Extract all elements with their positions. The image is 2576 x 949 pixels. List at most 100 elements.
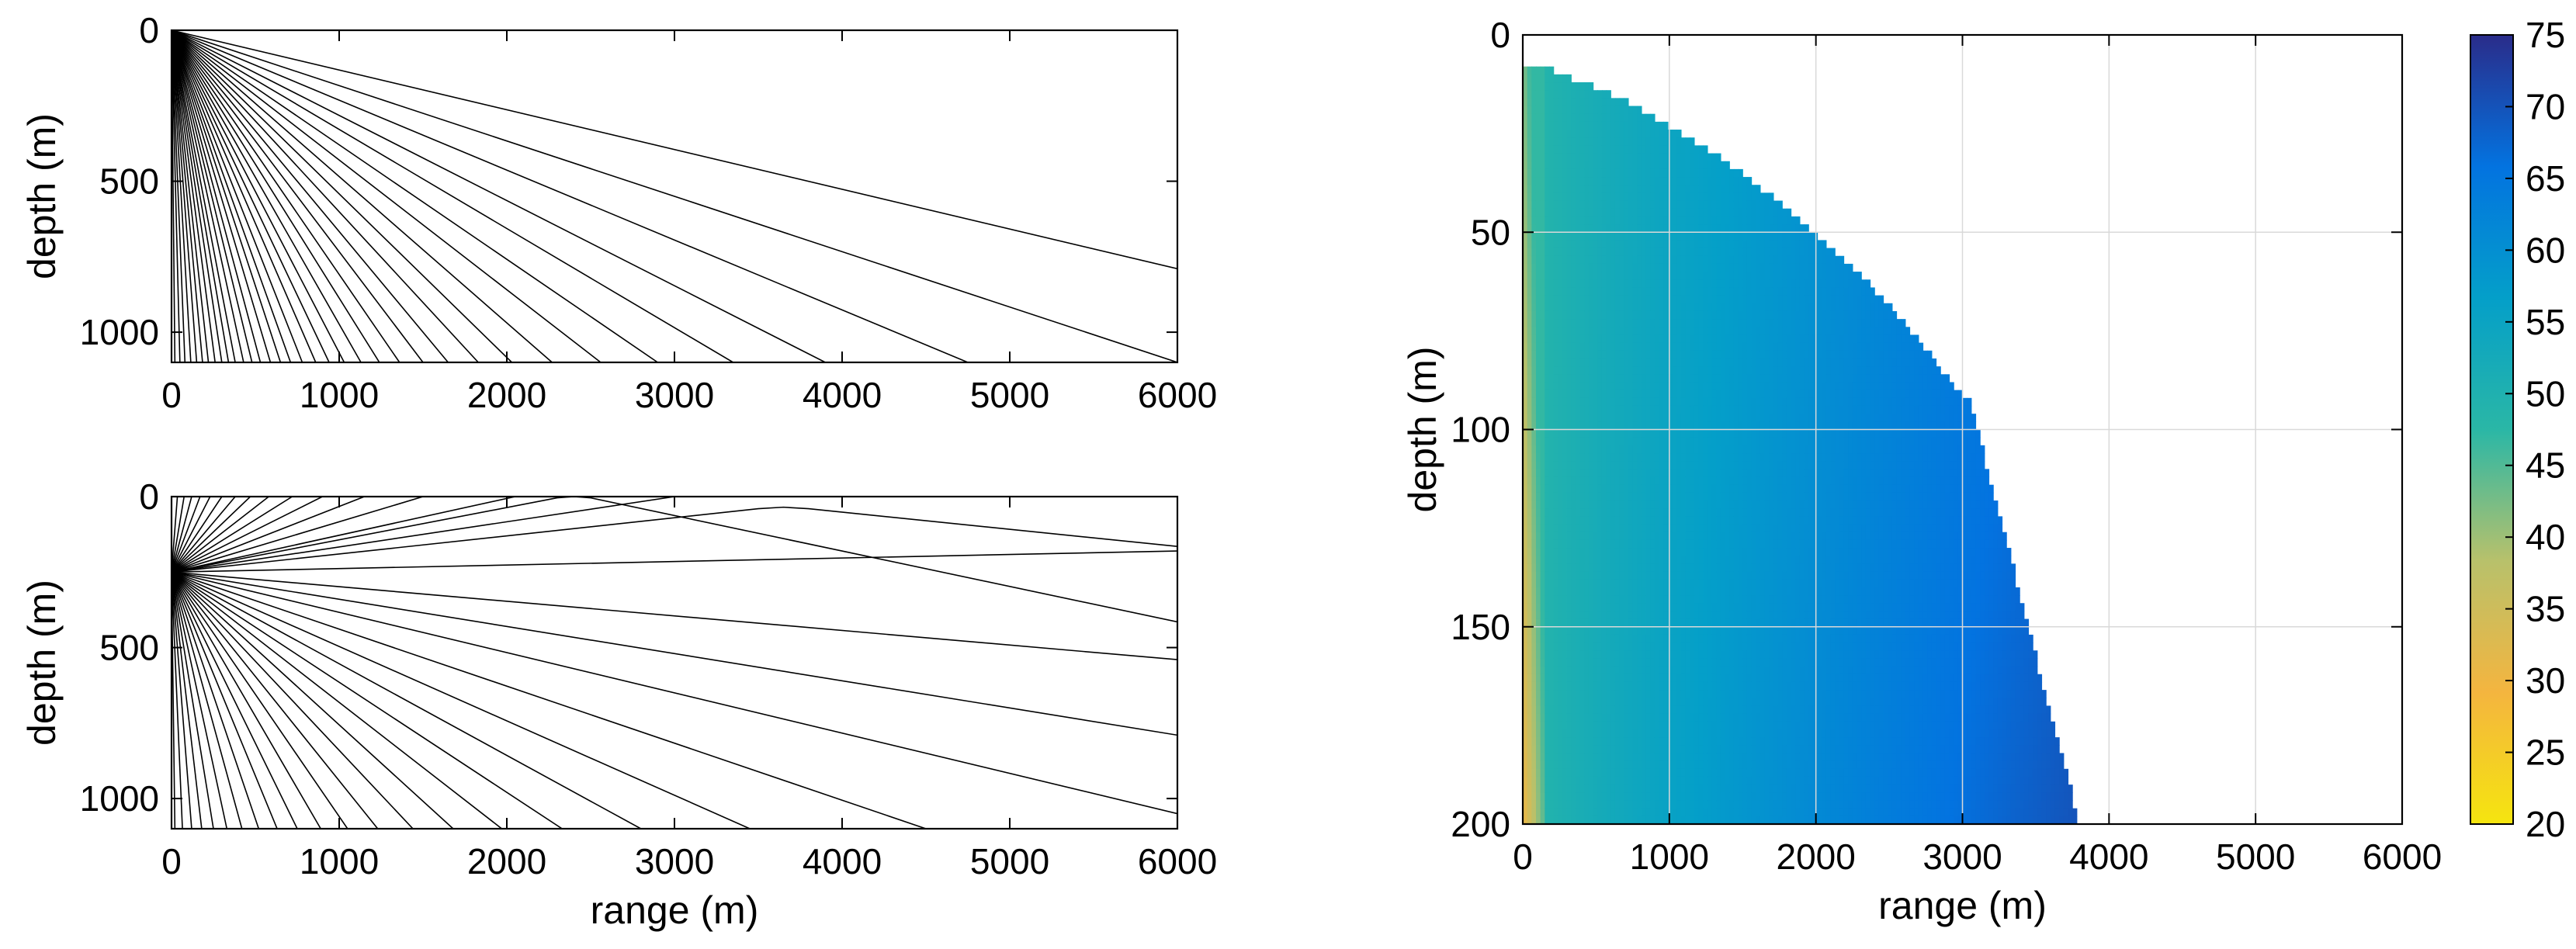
heatmap-cell [1588, 579, 1594, 588]
heatmap-cell [1531, 121, 1537, 130]
heatmap-cell [1531, 674, 1537, 683]
heatmap-cell [1738, 263, 1743, 272]
heatmap-cell [1597, 634, 1603, 643]
heatmap-cell [1707, 484, 1713, 494]
heatmap-cell [1632, 595, 1638, 604]
heatmap-cell [1562, 224, 1568, 233]
heatmap-cell [1593, 177, 1598, 185]
heatmap-cell [1680, 224, 1687, 233]
heatmap-cell [1597, 768, 1603, 778]
heatmap-cell [1725, 563, 1730, 573]
heatmap-cell [1545, 729, 1550, 738]
heatmap-cell [1667, 240, 1673, 249]
heatmap-cell [1663, 445, 1669, 454]
heatmap-cell [1703, 587, 1708, 596]
heatmap-cell [1698, 200, 1704, 210]
heatmap-cell [1535, 500, 1541, 509]
heatmap-cell [1624, 342, 1629, 352]
heatmap-cell [1663, 121, 1669, 130]
heatmap-cell [1738, 224, 1743, 233]
heatmap-cell [1654, 642, 1660, 651]
heatmap-cell [1540, 397, 1545, 407]
heatmap-cell [1523, 303, 1528, 312]
heatmap-cell [1680, 800, 1687, 809]
heatmap-cell [1742, 681, 1748, 691]
heatmap-cell [1527, 177, 1532, 185]
heatmap-cell [1588, 634, 1594, 643]
heatmap-cell [1637, 106, 1642, 115]
heatmap-cell [1676, 255, 1682, 265]
heatmap-cell [1562, 405, 1568, 414]
heatmap-cell [1694, 626, 1700, 636]
heatmap-cell [1746, 397, 1753, 407]
heatmap-cell [1593, 800, 1598, 809]
heatmap-cell [1588, 556, 1594, 564]
heatmap-cell [1694, 516, 1700, 525]
heatmap-cell [1610, 532, 1616, 541]
heatmap-cell [1690, 272, 1695, 280]
heatmap-cell [1610, 492, 1616, 501]
heatmap-cell [1614, 524, 1621, 533]
heatmap-cell [1593, 808, 1598, 817]
heatmap-cell [1703, 556, 1708, 564]
heatmap-cell [1667, 539, 1673, 549]
heatmap-cell [1588, 113, 1594, 123]
heatmap-cell [1527, 255, 1532, 265]
heatmap-cell [1619, 192, 1624, 202]
heatmap-cell [1707, 272, 1713, 280]
heatmap-cell [1756, 421, 1761, 431]
heatmap-cell [1535, 310, 1541, 320]
heatmap-cell [1707, 737, 1713, 746]
heatmap-cell [1707, 279, 1713, 289]
heatmap-cell [1637, 130, 1642, 138]
heatmap-cell [1593, 698, 1598, 707]
heatmap-cell [1527, 729, 1532, 738]
heatmap-cell [1694, 453, 1700, 462]
heatmap-cell [1756, 500, 1761, 509]
heatmap-cell [1619, 216, 1624, 225]
heatmap-cell [1733, 548, 1739, 556]
heatmap-cell [1624, 634, 1629, 643]
heatmap-cell [1597, 405, 1603, 414]
heatmap-cell [1562, 705, 1568, 715]
heatmap-cell [1645, 310, 1651, 320]
heatmap-cell [1738, 437, 1743, 446]
heatmap-cell [1680, 319, 1687, 327]
heatmap-cell [1548, 153, 1555, 162]
heatmap-cell [1663, 729, 1669, 738]
heatmap-cell [1628, 745, 1634, 754]
heatmap-cell [1562, 784, 1568, 793]
heatmap-cell [1540, 358, 1545, 367]
heatmap-cell [1584, 437, 1590, 446]
heatmap-cell [1641, 177, 1647, 185]
heatmap-cell [1641, 721, 1647, 730]
heatmap-cell [1694, 729, 1700, 738]
heatmap-cell [1606, 421, 1611, 431]
heatmap-cell [1716, 595, 1721, 604]
heatmap-cell [1535, 358, 1541, 367]
heatmap-cell [1566, 350, 1572, 359]
heatmap-cell [1588, 98, 1594, 107]
heatmap-cell [1703, 539, 1708, 549]
heatmap-cell [1566, 168, 1572, 178]
heatmap-cell [1540, 405, 1545, 414]
heatmap-cell [1548, 200, 1555, 210]
heatmap-cell [1584, 492, 1590, 501]
heatmap-cell [1751, 476, 1756, 486]
heatmap-cell [1756, 334, 1761, 344]
heatmap-cell [1659, 414, 1664, 422]
heatmap-cell [1729, 303, 1735, 312]
heatmap-cell [1624, 310, 1629, 320]
heatmap-cell [1650, 287, 1656, 296]
heatmap-cell [1650, 760, 1656, 770]
heatmap-cell [1575, 374, 1581, 383]
heatmap-cell [1632, 532, 1638, 541]
heatmap-cell [1523, 666, 1528, 675]
heatmap-cell [1593, 121, 1598, 130]
heatmap-cell [1632, 185, 1638, 193]
heatmap-cell [1733, 745, 1739, 754]
heatmap-cell [1729, 192, 1735, 202]
heatmap-cell [1566, 153, 1572, 162]
heatmap-cell [1535, 753, 1541, 762]
